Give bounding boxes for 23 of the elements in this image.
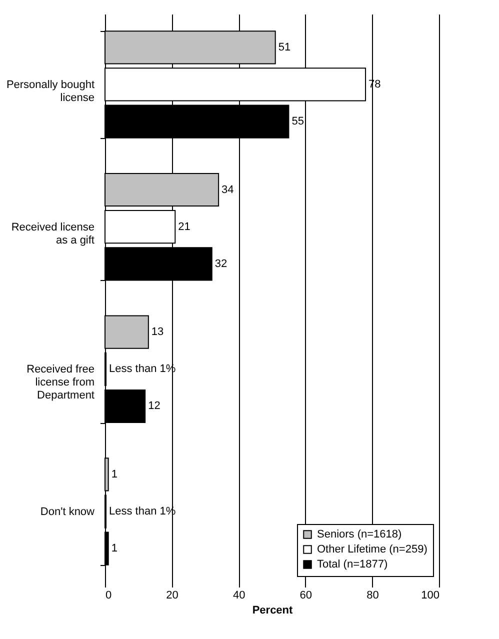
data-label: 51 <box>278 41 291 54</box>
y-tick-label: Received free license from Department <box>26 364 94 402</box>
x-tick-label: 80 <box>366 590 379 602</box>
x-tick-label: 60 <box>300 590 312 602</box>
x-tick-label: 40 <box>232 590 246 602</box>
x-tick-label: 20 <box>166 590 178 602</box>
data-label: 32 <box>214 258 228 270</box>
data-label: 1 <box>111 542 118 555</box>
y-tick-label: Personally bought license <box>6 78 94 104</box>
legend-label: Total (n=1877) <box>317 558 388 570</box>
legend-label: Other Lifetime (n=259) <box>317 544 428 556</box>
data-label: 12 <box>148 400 160 412</box>
data-label: 13 <box>151 326 164 338</box>
data-label: 21 <box>178 220 190 233</box>
legend-label: Seniors (n=1618) <box>317 528 402 540</box>
data-label: 1 <box>111 468 118 480</box>
x-axis-title: Percent <box>252 604 294 616</box>
y-tick-label: Received license as a gift <box>11 221 94 246</box>
data-label: 55 <box>292 116 304 128</box>
y-tick-label: Don't know <box>40 506 95 518</box>
x-tick-label: 0 <box>106 590 112 602</box>
x-tick-label: 100 <box>421 590 440 602</box>
data-label: 34 <box>222 184 234 196</box>
